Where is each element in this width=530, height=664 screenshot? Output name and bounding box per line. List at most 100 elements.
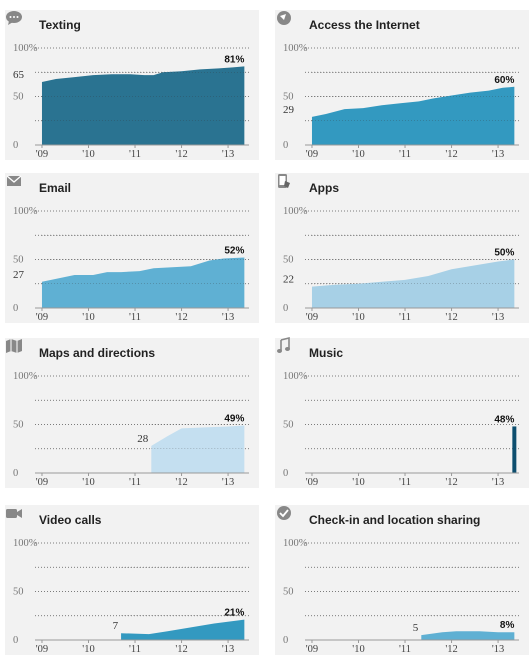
x-tick-label: '12 (175, 644, 187, 655)
checkmark-badge-icon (277, 506, 291, 520)
chart-music: 100% 50 0 '09 '10 '11 '12 '13 48% (283, 371, 519, 488)
start-value-label: 27 (13, 269, 25, 281)
x-tick-label: '13 (492, 644, 504, 655)
x-tick-label: '13 (222, 644, 234, 655)
music-note-icon (277, 336, 290, 353)
speech-bubble-icon (6, 11, 22, 25)
x-tick-label: '13 (492, 477, 504, 488)
x-tick-label: '09 (36, 477, 48, 488)
y-tick-label: 100% (13, 371, 38, 382)
x-tick-label: '12 (445, 477, 457, 488)
panel-music: Music 100% 50 0 '09 '10 '11 '12 '13 48% (275, 336, 529, 488)
start-value-label: 28 (137, 433, 149, 445)
chart-texting: 100% 50 0 '09 '10 '11 '12 '13 65 81% (13, 43, 249, 160)
y-tick-label: 50 (283, 92, 294, 103)
chart-maps: 100% 50 0 '09 '10 '11 '12 '13 28 49% (13, 371, 249, 488)
x-tick-label: '11 (399, 312, 411, 323)
chart-apps: 100% 50 0 '09 '10 '11 '12 '13 22 50% (283, 206, 519, 323)
chart-video-calls: 100% 50 0 '09 '10 '11 '12 '13 7 21% (13, 538, 249, 655)
y-tick-label: 50 (13, 92, 24, 103)
x-tick-label: '12 (445, 312, 457, 323)
x-tick-label: '11 (399, 149, 411, 160)
panel-title: Maps and directions (39, 346, 156, 360)
chart-check-in: 100% 50 0 '09 '10 '11 '12 '13 5 8% (283, 538, 519, 655)
x-tick-label: '13 (492, 312, 504, 323)
y-tick-label: 0 (283, 140, 288, 151)
data-area (151, 425, 245, 473)
y-tick-label: 50 (283, 587, 294, 598)
end-value-label: 81% (224, 54, 244, 65)
globe-icon (277, 11, 291, 25)
y-tick-label: 100% (283, 371, 308, 382)
x-tick-label: '10 (352, 312, 364, 323)
start-value-label: 29 (283, 104, 295, 116)
panel-title: Texting (39, 18, 81, 32)
x-tick-label: '11 (129, 312, 141, 323)
end-value-label: 60% (494, 75, 514, 86)
panel-email: Email 100% 50 0 '09 '10 '11 '12 '13 27 52% (5, 173, 259, 323)
panel-texting: Texting 100% 50 0 '09 '10 '11 '12 '13 65 81% (5, 10, 259, 160)
x-tick-label: '11 (129, 477, 141, 488)
x-tick-label: '09 (306, 149, 318, 160)
y-tick-label: 0 (13, 303, 18, 314)
x-tick-label: '11 (399, 477, 411, 488)
y-tick-label: 0 (13, 635, 18, 646)
y-tick-label: 100% (283, 538, 308, 549)
envelope-icon (6, 175, 22, 186)
x-tick-label: '10 (82, 477, 94, 488)
y-tick-label: 50 (283, 420, 294, 431)
panel-check-in: Check-in and location sharing 100% 50 0 '09… (275, 505, 529, 655)
chart-email: 100% 50 0 '09 '10 '11 '12 '13 27 52% (13, 206, 249, 323)
x-tick-label: '09 (306, 312, 318, 323)
x-tick-label: '11 (129, 644, 141, 655)
y-tick-label: 0 (13, 468, 18, 479)
end-value-label: 48% (494, 414, 514, 425)
end-value-label: 50% (494, 248, 514, 259)
x-tick-label: '11 (399, 644, 411, 655)
panel-title: Access the Internet (309, 18, 420, 32)
data-area (421, 631, 515, 640)
x-tick-label: '09 (36, 644, 48, 655)
x-tick-label: '13 (222, 312, 234, 323)
x-tick-label: '09 (306, 477, 318, 488)
data-area (311, 86, 515, 145)
data-area (41, 257, 245, 308)
panel-video-calls: Video calls 100% 50 0 '09 '10 '11 '12 '13 7 21% (5, 505, 259, 655)
phone-tap-icon (278, 174, 290, 188)
y-tick-label: 0 (283, 468, 288, 479)
data-area (121, 619, 245, 640)
y-tick-label: 0 (283, 635, 288, 646)
x-tick-label: '12 (445, 644, 457, 655)
y-tick-label: 100% (283, 43, 308, 54)
y-tick-label: 100% (13, 206, 38, 217)
y-tick-label: 100% (283, 206, 308, 217)
y-tick-label: 0 (13, 140, 18, 151)
data-bar (512, 426, 517, 473)
data-area (41, 66, 245, 145)
map-icon (6, 339, 22, 353)
end-value-label: 8% (500, 620, 515, 631)
y-tick-label: 100% (13, 43, 38, 54)
panel-title: Video calls (39, 513, 102, 527)
chart-access-internet: 100% 50 0 '09 '10 '11 '12 '13 29 60% (283, 43, 519, 160)
x-tick-label: '10 (352, 477, 364, 488)
y-tick-label: 0 (283, 303, 288, 314)
panel-title: Apps (309, 181, 339, 195)
start-value-label: 22 (283, 274, 294, 286)
x-tick-label: '10 (352, 644, 364, 655)
data-area (311, 259, 515, 308)
end-value-label: 49% (224, 413, 244, 424)
x-tick-label: '10 (82, 312, 94, 323)
y-tick-label: 50 (13, 587, 24, 598)
panel-maps: Maps and directions 100% 50 0 '09 '10 '11 '12 '… (5, 338, 259, 488)
x-tick-label: '12 (175, 477, 187, 488)
end-value-label: 52% (224, 246, 244, 257)
x-tick-label: '13 (222, 149, 234, 160)
x-tick-label: '12 (445, 149, 457, 160)
panel-title: Music (309, 346, 344, 360)
x-tick-label: '13 (492, 149, 504, 160)
x-tick-label: '13 (222, 477, 234, 488)
end-value-label: 21% (224, 608, 244, 619)
panel-title: Email (39, 181, 72, 195)
panel-apps: Apps 100% 50 0 '09 '10 '11 '12 '13 22 50% (275, 173, 529, 323)
